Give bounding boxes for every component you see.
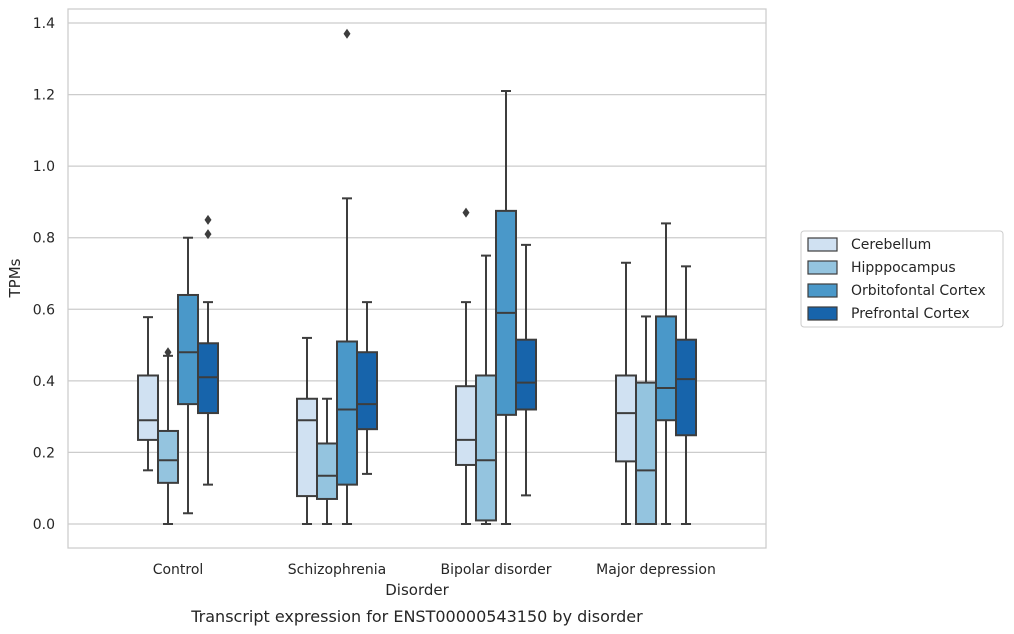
box-hipppocampus-2 — [475, 254, 497, 525]
y-axis-ticks: 0.0 0.2 0.4 0.6 0.8 1.0 1.2 1.4 — [33, 16, 55, 533]
iqr-box — [336, 340, 358, 486]
iqr-box — [475, 374, 497, 522]
y-tick-label: 1.4 — [33, 16, 55, 32]
iqr-box — [157, 429, 179, 484]
box-prefrontal-cortex-3 — [675, 265, 697, 525]
x-axis-title: Disorder — [385, 581, 449, 599]
legend-label: Prefrontal Cortex — [851, 306, 970, 322]
iqr-box — [675, 338, 697, 437]
box-cerebellum-3 — [615, 261, 637, 525]
x-tick-label: Schizophrenia — [288, 562, 386, 578]
box-cerebellum-1 — [296, 336, 318, 525]
legend-label: Orbitofontal Cortex — [851, 283, 986, 299]
legend-label: Cerebellum — [851, 237, 931, 253]
y-tick-label: 0.2 — [33, 445, 55, 461]
box-prefrontal-cortex-0 — [197, 214, 219, 486]
outlier-point — [164, 347, 172, 358]
legend: Cerebellum Hipppocampus Orbitofontal Corte… — [800, 230, 1004, 328]
box-prefrontal-cortex-2 — [515, 243, 537, 497]
iqr-box — [635, 381, 657, 525]
plot-frame — [67, 8, 767, 549]
legend-frame — [800, 230, 1004, 328]
iqr-box — [316, 442, 338, 500]
y-tick-label: 1.2 — [33, 88, 55, 104]
x-tick-label: Bipolar disorder — [440, 562, 551, 578]
box-cerebellum-2 — [455, 207, 477, 525]
legend-swatch — [807, 237, 838, 252]
box-orbitofontal-cortex-3 — [655, 222, 677, 525]
x-axis-ticks: Control Schizophrenia Bipolar disorder Majo… — [153, 562, 716, 578]
iqr-box — [515, 338, 537, 411]
y-tick-label: 0.0 — [33, 517, 55, 533]
legend-label: Hipppocampus — [851, 260, 956, 276]
y-tick-label: 0.8 — [33, 231, 55, 247]
legend-swatch — [807, 260, 838, 275]
x-tick-label: Major depression — [596, 562, 716, 578]
y-tick-label: 0.4 — [33, 374, 55, 390]
iqr-box — [177, 293, 199, 406]
box-hipppocampus-3 — [635, 315, 657, 525]
y-tick-label: 0.6 — [33, 302, 55, 318]
outlier-point — [343, 28, 351, 39]
iqr-box — [356, 351, 378, 431]
x-tick-label: Control — [153, 562, 204, 578]
iqr-box — [455, 385, 477, 466]
iqr-box — [655, 315, 677, 422]
legend-swatch — [807, 283, 838, 298]
box-orbitofontal-cortex-1 — [336, 28, 358, 525]
iqr-box — [137, 374, 159, 441]
outlier-point — [462, 207, 470, 218]
outlier-point — [204, 214, 212, 225]
box-cerebellum-0 — [137, 316, 159, 472]
legend-swatch — [807, 306, 838, 321]
box-hipppocampus-0 — [157, 347, 179, 525]
box-prefrontal-cortex-1 — [356, 301, 378, 475]
boxes — [137, 28, 697, 525]
iqr-box — [615, 374, 637, 463]
y-axis-title: TPMs — [6, 258, 24, 298]
chart-caption: Transcript expression for ENST0000054315… — [190, 607, 643, 626]
outlier-point — [204, 229, 212, 240]
box-orbitofontal-cortex-2 — [495, 89, 517, 525]
y-tick-label: 1.0 — [33, 159, 55, 175]
iqr-box — [296, 397, 318, 498]
